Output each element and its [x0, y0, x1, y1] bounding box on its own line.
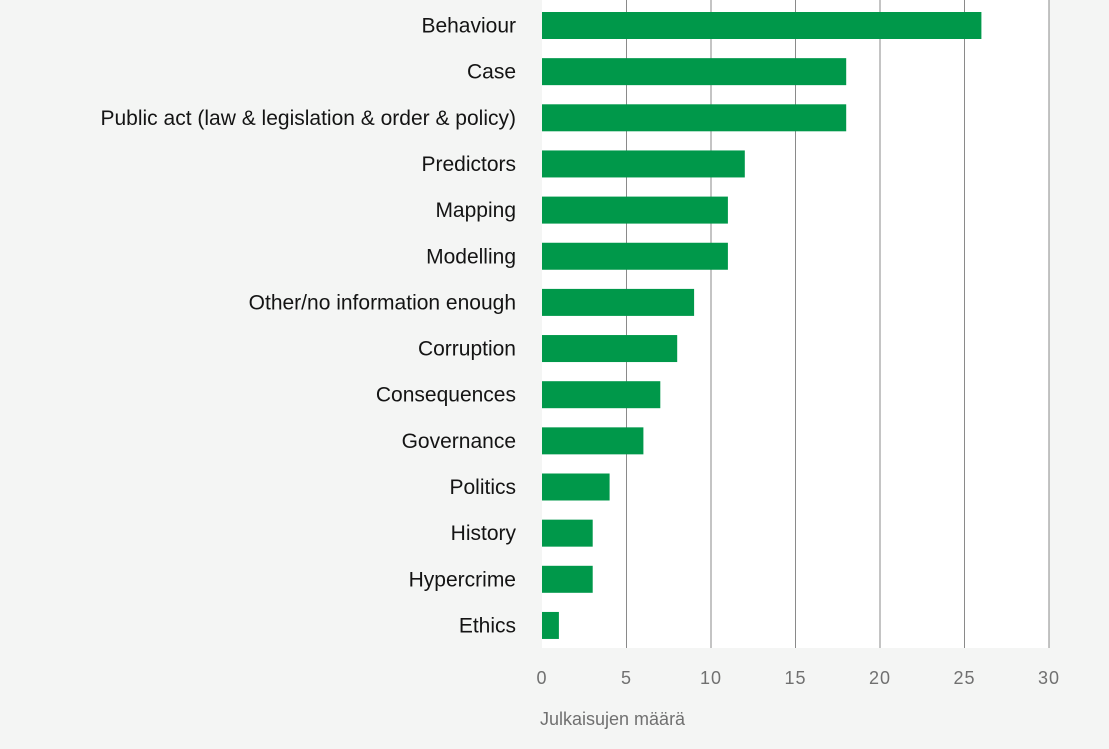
bar — [542, 12, 982, 39]
bar — [542, 150, 745, 178]
category-label: Governance — [402, 430, 516, 453]
category-label: Public act (law & legislation & order & … — [100, 107, 516, 130]
category-label: Predictors — [421, 153, 516, 176]
bar — [542, 565, 593, 593]
category-label: Hypercrime — [409, 568, 516, 591]
bar — [542, 381, 661, 409]
x-tick-label: 0 — [536, 668, 547, 688]
x-tick-label: 20 — [869, 668, 891, 688]
category-label: Case — [467, 61, 516, 84]
x-tick-label: 5 — [621, 668, 632, 688]
bars — [542, 12, 982, 639]
bar — [542, 196, 728, 224]
bar — [542, 242, 728, 270]
x-tick-label: 25 — [953, 668, 975, 688]
category-label: Other/no information enough — [249, 291, 516, 314]
category-labels: Behaviour Case Public act (law & legislati… — [100, 15, 516, 638]
category-label: Mapping — [435, 199, 516, 222]
category-label: Consequences — [376, 384, 516, 407]
category-label: Corruption — [418, 338, 516, 361]
category-label: Politics — [449, 476, 516, 499]
category-label: Ethics — [459, 614, 516, 637]
category-label: History — [451, 522, 517, 545]
x-axis-title: Julkaisujen määrä — [540, 709, 686, 729]
x-axis-ticks: 0 5 10 15 20 25 30 — [536, 668, 1060, 688]
category-label: Modelling — [426, 245, 516, 268]
x-tick-label: 10 — [700, 668, 722, 688]
bar — [542, 519, 593, 547]
bar — [542, 473, 610, 501]
x-tick-label: 15 — [784, 668, 806, 688]
category-label: Behaviour — [421, 15, 516, 38]
bar — [542, 335, 678, 363]
bar — [542, 288, 695, 316]
x-tick-label: 30 — [1038, 668, 1060, 688]
bar — [542, 104, 847, 132]
bar — [542, 58, 847, 86]
bar — [542, 427, 644, 455]
bar — [542, 611, 559, 639]
